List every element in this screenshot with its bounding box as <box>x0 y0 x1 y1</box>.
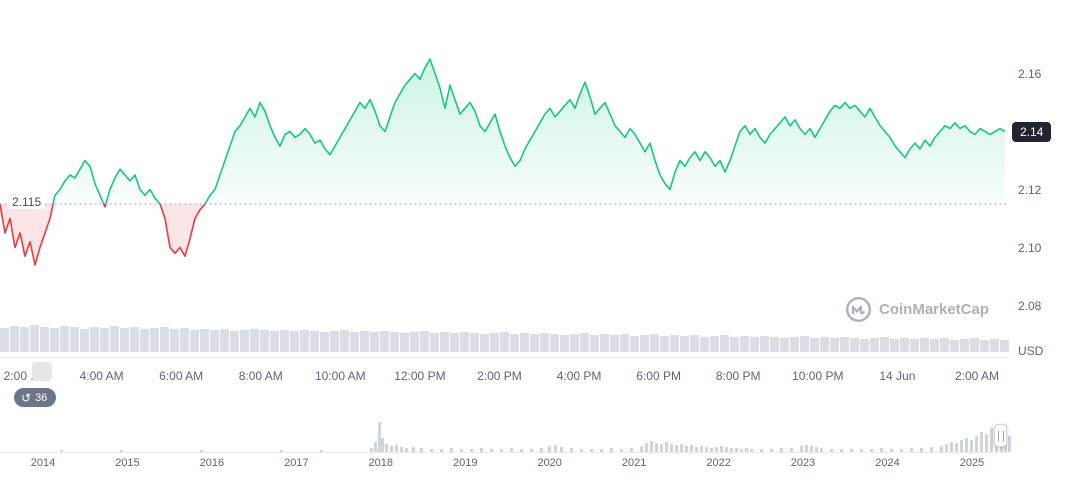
x-axis-label: 10:00 AM <box>314 369 366 383</box>
x-axis-label: 12:00 PM <box>394 369 446 383</box>
x-axis-label: 8:00 PM <box>715 369 761 383</box>
y-axis-label: 2.10 <box>1018 240 1042 255</box>
history-count: 36 <box>35 391 48 404</box>
x-axis-label: 2:00 ... <box>3 369 41 383</box>
current-price-badge: 2.14 <box>1012 121 1052 142</box>
history-events-button[interactable]: ↺ 36 <box>14 388 57 407</box>
x-axis-label: 2:00 PM <box>477 369 522 383</box>
x-axis-label: 8:00 AM <box>238 369 283 383</box>
y-axis-label: 2.16 <box>1018 66 1042 81</box>
timeline-year-label: 2014 <box>30 457 56 469</box>
x-axis-label: 6:00 PM <box>636 369 681 383</box>
chart-divider <box>0 357 1010 358</box>
x-axis: 2:00 ... 4:00 AM 6:00 AM 8:00 AM 10:00 AM 12:… <box>0 369 1010 385</box>
x-axis-label: 10:00 PM <box>792 369 844 383</box>
timeline-year-label: 2021 <box>621 457 647 469</box>
timeline-sparkline[interactable] <box>0 410 1072 456</box>
main-chart[interactable]: 2.115 CoinMarketCap <box>0 0 1010 360</box>
timeline-year-label: 2024 <box>875 457 900 469</box>
timeline-year-label: 2017 <box>284 457 309 469</box>
y-axis-label: 2.12 <box>1018 182 1042 197</box>
timeline-year-label: 2025 <box>959 457 985 469</box>
timeline-year-label: 2015 <box>115 457 140 469</box>
x-axis-label: 6:00 AM <box>159 369 204 383</box>
timeline-year-label: 2022 <box>706 457 731 469</box>
timeline-scrubber[interactable]: 2014 2015 2016 2017 2018 2019 2020 2021 2022 2023… <box>0 410 1072 477</box>
timeline-years: 2014 2015 2016 2017 2018 2019 2020 2021 2022 2023… <box>0 457 1072 471</box>
open-price-label: 2.115 <box>8 195 46 209</box>
y-axis: 2.162.142.122.102.082.14 USD <box>1010 0 1072 360</box>
grip-icon <box>997 430 1004 441</box>
x-axis-label: 4:00 AM <box>79 369 124 383</box>
x-axis-label: 2:00 AM <box>954 369 999 383</box>
timeline-year-label: 2016 <box>199 457 225 469</box>
timeline-year-label: 2018 <box>368 457 394 469</box>
loading-placeholder <box>32 362 52 381</box>
timeline-year-label: 2023 <box>790 457 816 469</box>
x-axis-label: 4:00 PM <box>556 369 602 383</box>
watermark-text: CoinMarketCap <box>879 301 990 318</box>
timeline-year-label: 2019 <box>453 457 478 469</box>
timeline-brush-handle[interactable] <box>994 424 1007 447</box>
x-axis-label: 14 Jun <box>879 369 916 383</box>
history-icon: ↺ <box>21 390 32 405</box>
volume-bars <box>0 325 1009 352</box>
currency-label: USD <box>1018 344 1044 358</box>
watermark: CoinMarketCap <box>845 296 989 323</box>
coinmarketcap-logo-icon <box>845 296 872 323</box>
timeline-year-label: 2020 <box>537 457 562 469</box>
price-area-chart[interactable] <box>0 0 1010 360</box>
y-axis-label: 2.08 <box>1018 298 1042 313</box>
